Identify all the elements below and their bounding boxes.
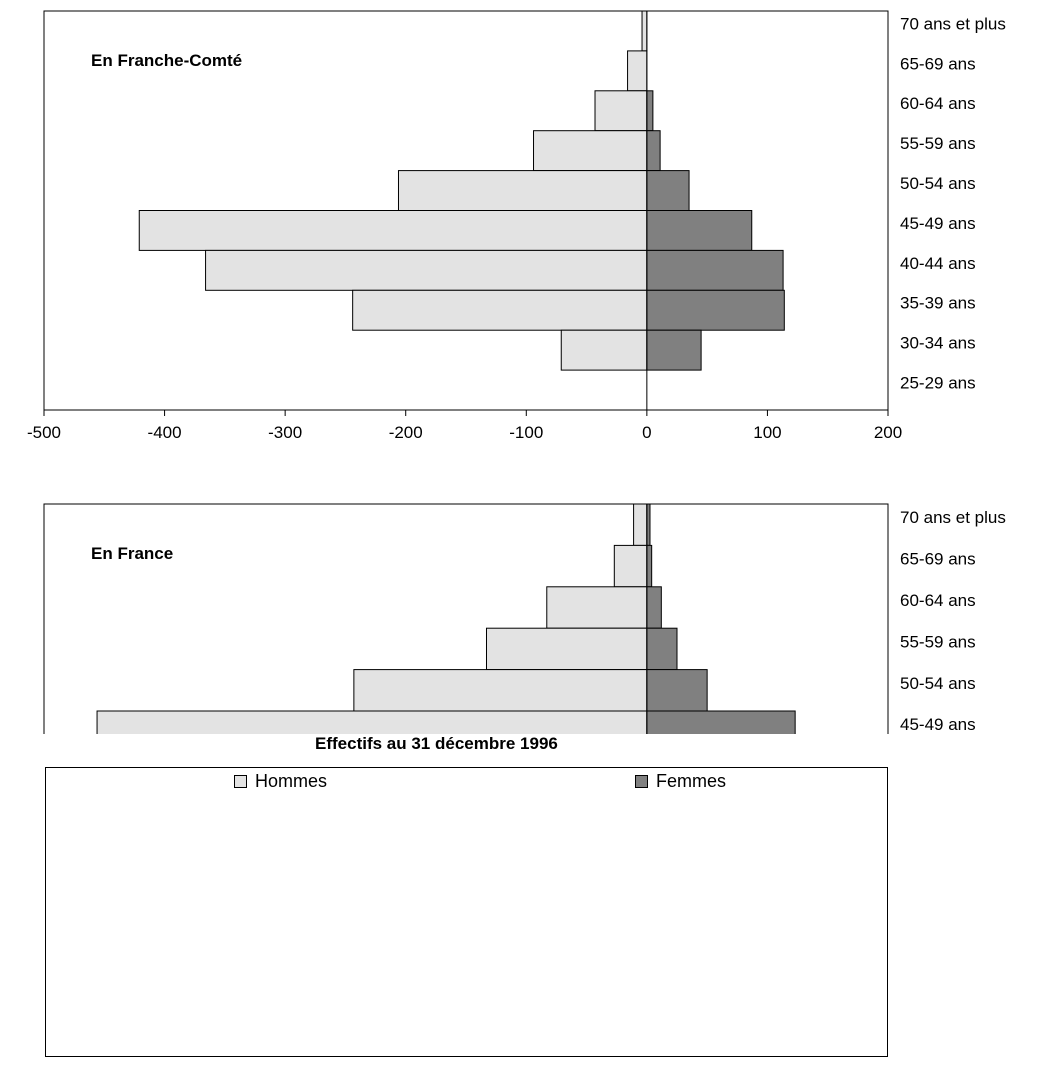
x-tick-label: 0 xyxy=(642,423,651,442)
category-label: 60-64 ans xyxy=(900,94,976,113)
bar-femmes xyxy=(646,544,653,588)
x-axis-label-container: Effectifs au 31 décembre 1996 xyxy=(0,734,1046,762)
bar-hommes xyxy=(613,544,648,588)
x-tick-label: -200 xyxy=(389,423,423,442)
category-label: 65-69 ans xyxy=(900,550,976,569)
legend-swatch-femmes xyxy=(635,774,648,788)
bar-femmes xyxy=(646,669,708,712)
bar-hommes xyxy=(641,10,648,52)
category-label: 65-69 ans xyxy=(900,54,976,73)
bar-hommes xyxy=(546,586,648,629)
bar-hommes xyxy=(485,627,648,671)
legend: Hommes Femmes xyxy=(45,767,888,1057)
pyramid-chart-franche-comte: En Franche-Comté 70 ans et plus 65-69 ans 6… xyxy=(27,10,1006,442)
bar-hommes xyxy=(353,669,648,712)
category-label: 70 ans et plus xyxy=(900,14,1006,33)
category-label: 35-39 ans xyxy=(900,294,976,313)
chart-title: En France xyxy=(91,544,173,563)
bar-hommes xyxy=(138,210,648,251)
legend-item-femmes: Femmes xyxy=(635,768,726,794)
x-tick-label: -100 xyxy=(509,423,543,442)
legend-label-femmes: Femmes xyxy=(656,770,727,791)
bar-femmes xyxy=(646,90,654,132)
bar-hommes xyxy=(205,249,648,291)
pyramid-chart-france: En France 70 ans et plus 65-69 ans 60-64 an… xyxy=(43,503,1006,734)
bar-femmes xyxy=(646,710,796,734)
legend-label-hommes: Hommes xyxy=(255,770,328,791)
category-label: 50-54 ans xyxy=(900,174,976,193)
chart-title: En Franche-Comté xyxy=(91,51,242,70)
bar-femmes xyxy=(646,210,753,251)
category-label: 45-49 ans xyxy=(900,214,976,233)
x-axis-label: Effectifs au 31 décembre 1996 xyxy=(315,734,558,753)
bar-hommes xyxy=(96,710,648,734)
bar-hommes xyxy=(560,329,648,371)
category-label: 30-34 ans xyxy=(900,334,976,353)
bar-femmes xyxy=(646,586,662,629)
category-label: 70 ans et plus xyxy=(900,508,1006,527)
category-label: 50-54 ans xyxy=(900,674,976,693)
category-label: 40-44 ans xyxy=(900,254,976,273)
bar-hommes xyxy=(533,130,648,172)
bar-femmes xyxy=(646,289,785,331)
bar-hommes xyxy=(594,90,648,132)
bar-hommes xyxy=(397,170,648,212)
bar-femmes xyxy=(646,627,678,671)
legend-swatch-hommes xyxy=(234,774,247,788)
x-tick-label: -500 xyxy=(27,423,61,442)
legend-item-hommes: Hommes xyxy=(234,768,327,794)
bar-femmes xyxy=(646,329,702,371)
bar-hommes xyxy=(627,50,648,92)
bar-femmes xyxy=(646,249,784,291)
bar-femmes xyxy=(646,130,661,172)
x-tick-label: 100 xyxy=(753,423,781,442)
x-tick-label: 200 xyxy=(874,423,902,442)
bar-hommes xyxy=(352,289,648,331)
category-label: 45-49 ans xyxy=(900,715,976,734)
category-label: 60-64 ans xyxy=(900,591,976,610)
x-tick-label: -300 xyxy=(268,423,302,442)
x-tick-label: -400 xyxy=(148,423,182,442)
category-label: 55-59 ans xyxy=(900,632,976,651)
category-label: 55-59 ans xyxy=(900,134,976,153)
category-label: 25-29 ans xyxy=(900,374,976,393)
bar-femmes xyxy=(646,170,690,212)
bar-hommes xyxy=(633,503,648,546)
